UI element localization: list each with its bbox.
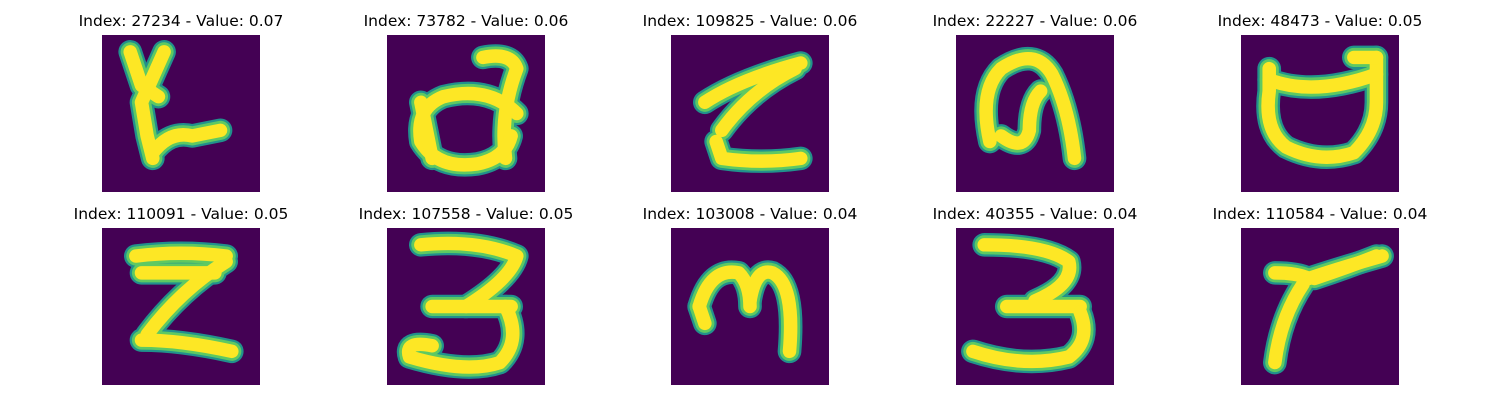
digit-stroke: [1307, 249, 1384, 286]
digit-stroke: [414, 236, 524, 314]
digit-stroke: [709, 134, 808, 168]
panel-title: Index: 110584 - Value: 0.04: [1212, 205, 1428, 223]
digit-glyph: [408, 44, 529, 177]
digit-glyph: [124, 241, 244, 364]
digit-glyph: [693, 51, 813, 173]
digit-glyph: [974, 46, 1087, 171]
digit-glyph: [687, 260, 803, 364]
panel-title: Index: 48473 - Value: 0.05: [1217, 12, 1423, 30]
panel-title: Index: 22227 - Value: 0.06: [932, 12, 1138, 30]
panel-title: Index: 109825 - Value: 0.06: [642, 12, 858, 30]
digit-image: [102, 35, 260, 192]
panel-title: Index: 40355 - Value: 0.04: [932, 205, 1138, 223]
digit-stroke: [1261, 50, 1384, 164]
digit-image: [671, 228, 829, 385]
digit-image: [1241, 35, 1399, 192]
digit-image: [387, 35, 545, 192]
digit-stroke: [129, 246, 233, 263]
digit-stroke: [743, 265, 798, 359]
digit-stroke: [977, 238, 1077, 308]
panel-title: Index: 110091 - Value: 0.05: [73, 205, 289, 223]
digit-image: [671, 35, 829, 192]
digit-stroke: [979, 51, 1082, 166]
digit-stroke: [966, 305, 1091, 369]
digit-glyph: [118, 40, 233, 171]
digit-stroke: [1262, 67, 1384, 94]
digit-stroke: [994, 84, 1048, 150]
digit-glyph: [396, 231, 529, 379]
digit-image: [956, 35, 1114, 192]
digit-stroke: [692, 299, 712, 331]
digit-glyph: [1263, 244, 1394, 375]
digit-stroke: [401, 299, 520, 374]
digit-stroke: [414, 95, 439, 166]
digit-glyph: [961, 233, 1096, 374]
panel-title: Index: 103008 - Value: 0.04: [642, 205, 858, 223]
digit-stroke: [146, 123, 228, 160]
digit-image: [102, 228, 260, 385]
panel-title: Index: 27234 - Value: 0.07: [78, 12, 284, 30]
digit-stroke: [476, 49, 524, 166]
panel-title: Index: 73782 - Value: 0.06: [363, 12, 569, 30]
digit-stroke: [1268, 277, 1310, 370]
digit-image: [387, 228, 545, 385]
digit-image: [956, 228, 1114, 385]
panel-title: Index: 107558 - Value: 0.05: [358, 205, 574, 223]
digit-stroke: [134, 333, 239, 359]
digit-glyph: [1256, 45, 1389, 169]
digit-stroke: [715, 61, 802, 138]
digit-image: [1241, 228, 1399, 385]
digit-stroke: [413, 86, 524, 172]
